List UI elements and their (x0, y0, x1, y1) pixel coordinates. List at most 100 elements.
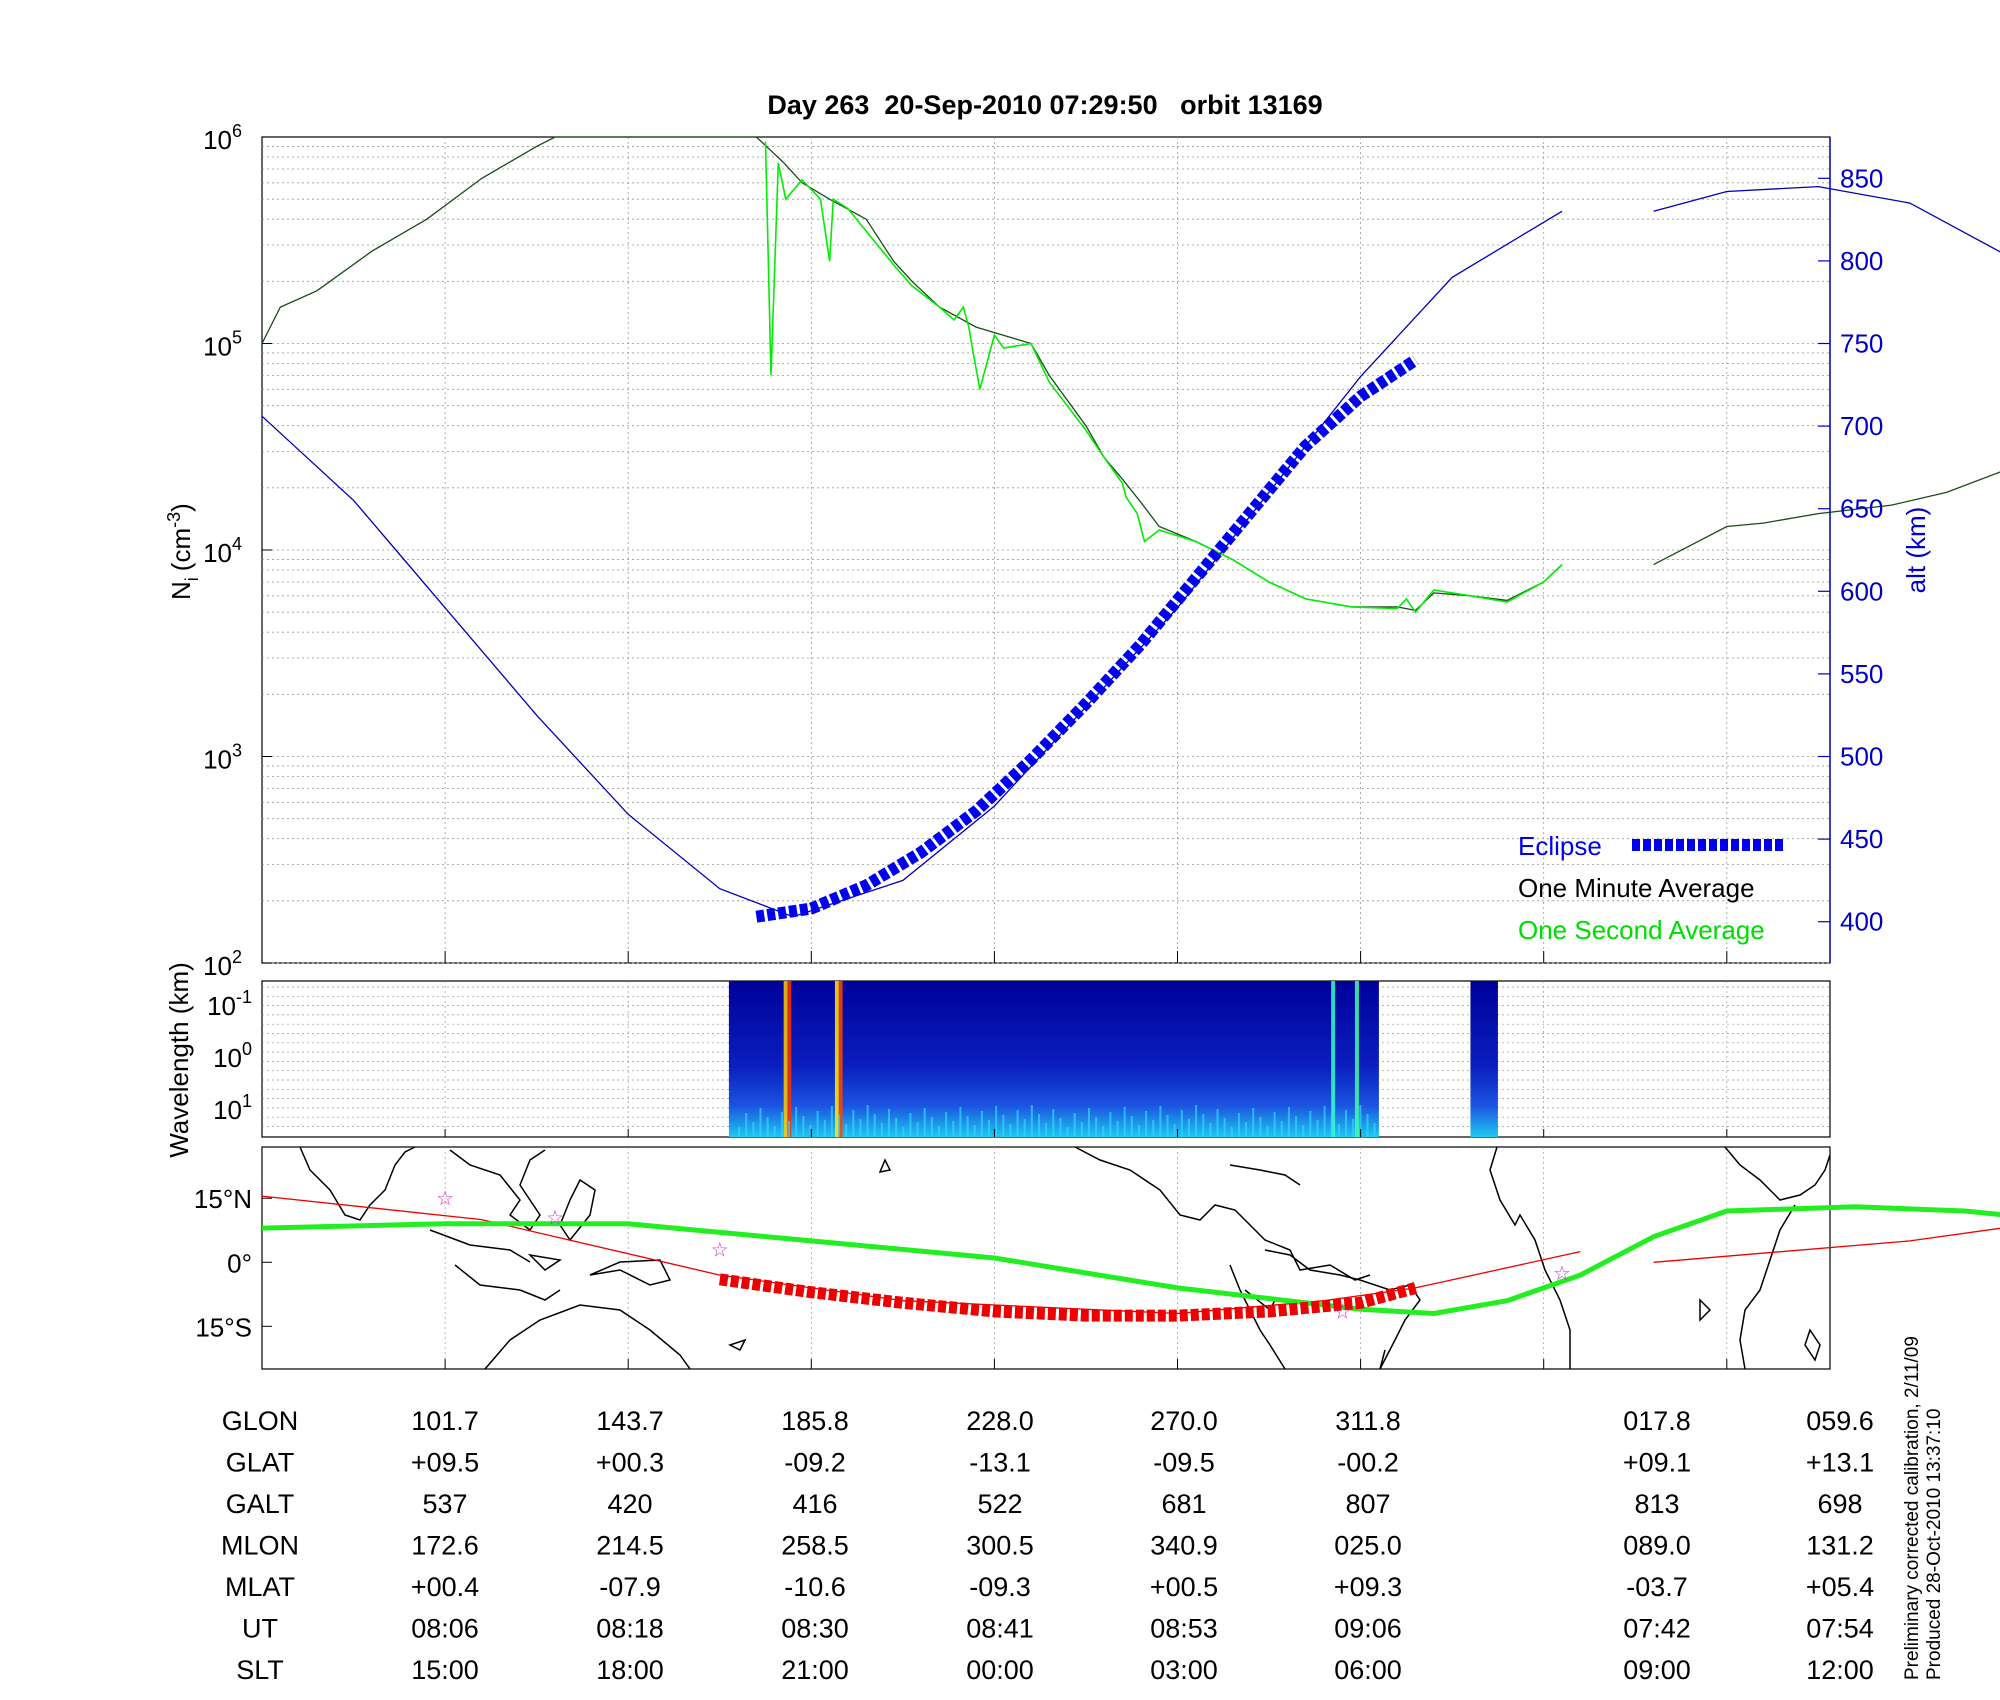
spectrogram-texture (952, 1121, 955, 1137)
spectrogram-texture (1216, 1109, 1219, 1137)
table-cell: 03:00 (1150, 1655, 1218, 1685)
spectrogram-texture (1337, 1124, 1340, 1137)
spectrogram-texture (1095, 1117, 1098, 1137)
spectrogram-texture (880, 1123, 883, 1137)
coastlines (299, 1146, 1831, 1370)
spectrogram-texture (1009, 1124, 1012, 1137)
tick-base: 10 (203, 538, 232, 568)
table-cell: 698 (1817, 1489, 1862, 1519)
spectrogram-texture (1209, 1123, 1212, 1137)
table-cell: 681 (1161, 1489, 1206, 1519)
spectrogram-texture (966, 1116, 969, 1137)
table-cell: +09.1 (1623, 1448, 1691, 1478)
spectrogram-texture (888, 1109, 891, 1137)
spectrogram-spike (783, 981, 788, 1137)
spectrogram-texture (1202, 1114, 1205, 1137)
spectrogram-texture (902, 1127, 905, 1137)
table-row-label: GLON (222, 1406, 299, 1436)
tick-exp: -1 (236, 987, 252, 1007)
left-tick-label: 104 (203, 534, 242, 568)
tick-base: 10 (203, 745, 232, 775)
spectrogram-texture (1195, 1105, 1198, 1137)
table-cell: 18:00 (596, 1655, 664, 1685)
table-cell: +05.4 (1806, 1572, 1874, 1602)
spectrogram-texture (1059, 1118, 1062, 1137)
map-star-marker: ☆ (436, 1188, 454, 1210)
top-panel-series (261, 136, 2000, 923)
left-tick-label: 102 (203, 947, 242, 981)
spectrogram-texture (795, 1107, 798, 1137)
table-cell: -09.2 (784, 1448, 846, 1478)
table-cell: +00.4 (411, 1572, 479, 1602)
spectrogram-texture (1137, 1125, 1140, 1137)
spectrogram-texture (1087, 1108, 1090, 1137)
spectrogram-texture (780, 1112, 783, 1137)
spectrogram-texture (1273, 1112, 1276, 1137)
map-star-marker: ☆ (1553, 1263, 1571, 1285)
tick-base: 10 (203, 125, 232, 155)
tick-base: 10 (203, 332, 232, 362)
legend-eclipse-label: Eclipse (1518, 831, 1602, 861)
spectrogram-texture (1187, 1119, 1190, 1137)
spectrogram-texture (980, 1111, 983, 1137)
table-cell: 017.8 (1623, 1406, 1691, 1436)
table-row-label: UT (242, 1614, 278, 1644)
spectrogram-texture (1152, 1120, 1155, 1137)
tick-base: 10 (207, 991, 236, 1021)
table-cell: 025.0 (1334, 1531, 1402, 1561)
table-cell: 09:06 (1334, 1614, 1402, 1644)
ephemeris-table: GLON GLAT GALT MLON MLAT UT SLT 101.7 +09.5 537 17… (221, 1406, 1874, 1685)
chart-title: Day 263 20-Sep-2010 07:29:50 orbit 13169 (767, 90, 1322, 120)
spectrogram-spike (1331, 981, 1336, 1137)
map-tick-label: 0° (227, 1248, 252, 1278)
spectrogram-spike (787, 981, 792, 1137)
spectrogram-texture (1066, 1127, 1069, 1137)
table-cell: -13.1 (969, 1448, 1031, 1478)
spectrogram-tick-label: 101 (213, 1091, 252, 1125)
spectrogram-texture (1237, 1113, 1240, 1137)
right-axis-label: alt (km) (1901, 507, 1931, 594)
spectrogram-texture (973, 1125, 976, 1137)
table-cell: 311.8 (1335, 1406, 1401, 1436)
table-cell: 214.5 (596, 1531, 664, 1561)
right-tick-label: 600 (1840, 576, 1883, 606)
spectrogram-texture (1173, 1124, 1176, 1137)
table-cell: 340.9 (1150, 1531, 1218, 1561)
tick-exp: 0 (242, 1039, 252, 1059)
spectrogram-texture (1159, 1106, 1162, 1137)
table-cell: 143.7 (596, 1406, 664, 1436)
map-track-red-2 (1653, 1227, 2000, 1263)
spectrogram-spike (838, 981, 843, 1137)
spectrogram-texture (788, 1121, 791, 1137)
table-row-label: GLAT (226, 1448, 295, 1478)
map-tick-label: 15°S (195, 1312, 252, 1342)
table-cell: -07.9 (599, 1572, 661, 1602)
spectrogram-texture (816, 1111, 819, 1137)
table-cell: 089.0 (1623, 1531, 1691, 1561)
spectrogram-texture (1245, 1122, 1248, 1137)
series-altitude (1653, 185, 2000, 253)
spectrogram-texture (1002, 1115, 1005, 1137)
right-tick-label: 400 (1840, 907, 1883, 937)
table-row-label: SLT (236, 1655, 284, 1685)
spectrogram-texture (945, 1112, 948, 1137)
table-cell: 12:00 (1806, 1655, 1874, 1685)
right-tick-label: 750 (1840, 329, 1883, 359)
right-axis-ticks: 850 800 750 700 650 600 550 500 450 400 (1818, 137, 1883, 963)
table-cell: 300.5 (966, 1531, 1034, 1561)
spectrogram-y-label: Wavelength (km) (164, 962, 194, 1158)
spectrogram-block (1470, 981, 1498, 1137)
spectrogram-texture (1102, 1126, 1105, 1137)
spectrogram-texture (838, 1115, 841, 1137)
table-cell: +13.1 (1806, 1448, 1874, 1478)
spectrogram-texture (909, 1113, 912, 1137)
map-star-marker: ☆ (1333, 1301, 1351, 1323)
table-cell: 09:00 (1623, 1655, 1691, 1685)
spectrogram-texture (1030, 1105, 1033, 1137)
right-tick-label: 700 (1840, 411, 1883, 441)
spectrogram-spike (1354, 981, 1359, 1137)
table-cell: 00:00 (966, 1655, 1034, 1685)
spectrogram-texture (1252, 1108, 1255, 1137)
table-cell: 270.0 (1150, 1406, 1218, 1436)
